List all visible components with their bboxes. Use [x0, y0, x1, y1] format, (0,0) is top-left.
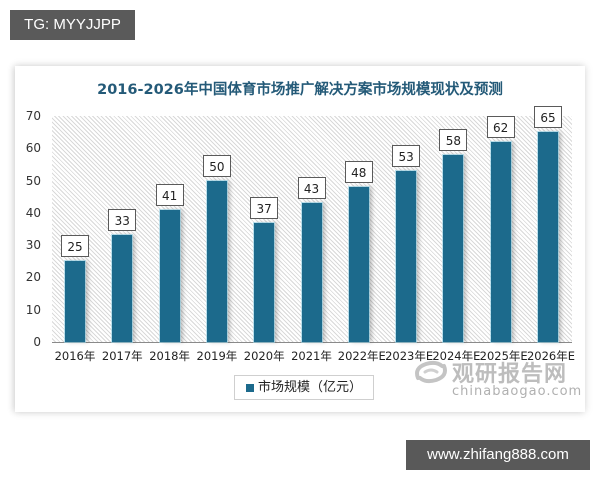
chinabaogao-logo-icon: [415, 360, 447, 384]
chart-card: 2016-2026年中国体育市场推广解决方案市场规模现状及预测 0 10 20 30 4…: [15, 66, 585, 412]
data-label: 53: [392, 144, 421, 167]
bar: [206, 180, 227, 342]
x-axis-line: [52, 342, 572, 343]
x-tick-label: 2023年E: [385, 349, 434, 363]
legend: 市场规模（亿元）: [234, 375, 374, 400]
watermark-tag-top: TG: MYYJJPP: [10, 10, 135, 40]
legend-label: 市场规模（亿元）: [257, 380, 362, 395]
x-tick-label: 2016年: [54, 349, 96, 363]
bar: [443, 154, 464, 342]
chinabaogao-watermark: 观研报告网 chinabaogao.com: [412, 356, 592, 404]
y-tick-label: 20: [25, 270, 41, 285]
watermark-en-text: chinabaogao.com: [452, 384, 583, 399]
bar: [348, 187, 369, 342]
bar: [112, 235, 133, 342]
x-tick-label: 2024年E: [432, 349, 481, 363]
chart-title: 2016-2026年中国体育市场推广解决方案市场规模现状及预测: [97, 82, 503, 98]
data-label: 50: [202, 154, 231, 177]
bar: [396, 170, 417, 342]
bar: [538, 132, 558, 342]
data-label: 41: [155, 183, 184, 206]
x-tick-label: 2017年: [101, 349, 143, 363]
data-label: 62: [486, 115, 515, 138]
bar: [490, 141, 511, 342]
y-tick-label: 10: [25, 302, 41, 317]
y-tick-label: 60: [25, 141, 41, 156]
x-tick-label: 2021年: [291, 349, 332, 363]
legend-swatch-icon: [245, 383, 254, 392]
x-tick-label: 2022年E: [337, 349, 386, 363]
bar: [254, 222, 275, 342]
bar: [65, 261, 85, 342]
data-label: 25: [61, 235, 89, 258]
x-tick-label: 2026年E: [526, 349, 576, 363]
data-label: 33: [108, 209, 137, 232]
bar: [301, 203, 322, 342]
y-tick-label: 30: [25, 238, 41, 253]
y-tick-label: 0: [33, 335, 41, 349]
y-tick-label: 40: [25, 205, 41, 220]
y-tick-label: 50: [25, 173, 41, 188]
y-tick-label: 70: [25, 109, 41, 123]
watermark-cn-text: 观研报告网: [452, 362, 568, 387]
x-tick-label: 2019年: [196, 349, 238, 363]
data-label: 65: [534, 106, 562, 129]
data-label: 37: [250, 196, 279, 219]
bar: [159, 209, 180, 342]
x-tick-label: 2025年E: [479, 349, 528, 363]
data-label: 58: [439, 128, 468, 151]
watermark-tag-bottom: www.zhifang888.com: [406, 440, 590, 470]
x-tick-label: 2020年: [243, 349, 285, 363]
data-label: 48: [344, 161, 373, 184]
x-tick-label: 2018年: [149, 349, 190, 363]
data-label: 43: [297, 177, 326, 200]
